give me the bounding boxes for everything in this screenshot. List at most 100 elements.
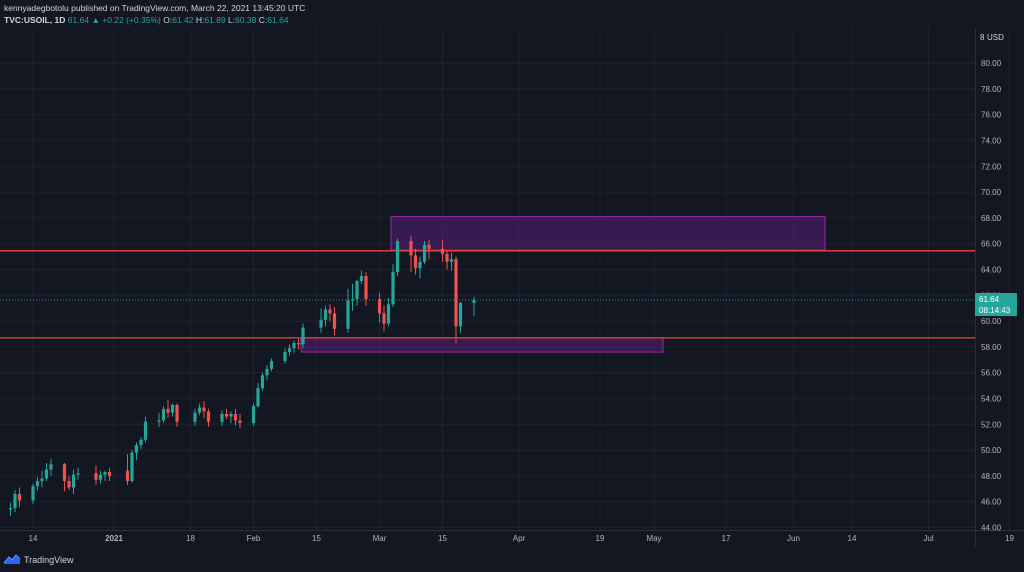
candle[interactable]	[107, 468, 112, 482]
candle[interactable]	[35, 477, 40, 491]
price-tick-label: 54.00	[981, 395, 1002, 404]
candle[interactable]	[323, 305, 328, 327]
high-value: 61.89	[204, 15, 226, 25]
candle[interactable]	[364, 272, 368, 306]
candle[interactable]	[62, 463, 67, 492]
candle[interactable]	[283, 348, 287, 364]
candle[interactable]	[472, 296, 476, 317]
candle[interactable]	[413, 248, 418, 275]
candle[interactable]	[8, 502, 13, 516]
candle[interactable]	[256, 383, 260, 408]
candle[interactable]	[260, 372, 265, 391]
candle-body	[175, 404, 179, 422]
candle[interactable]	[94, 465, 98, 485]
candle[interactable]	[40, 470, 44, 488]
price-tick-label: 78.00	[981, 85, 1002, 94]
candle[interactable]	[427, 239, 431, 260]
candle[interactable]	[386, 297, 391, 327]
candle-body	[377, 299, 382, 314]
candle[interactable]	[170, 403, 175, 417]
change-arrow-icon: ▲	[91, 15, 100, 25]
candle[interactable]	[233, 408, 238, 426]
candle[interactable]	[332, 306, 337, 336]
candle[interactable]	[193, 408, 197, 426]
candle-body	[319, 319, 323, 328]
price-chart[interactable]: 80.00 78.00 76.00 74.00 72.00 70.00 68.00 66.00…	[0, 0, 1024, 547]
candle[interactable]	[220, 410, 224, 426]
candle[interactable]	[287, 344, 292, 356]
candle[interactable]	[71, 469, 76, 494]
candle[interactable]	[292, 340, 296, 354]
candle[interactable]	[440, 239, 445, 262]
candle[interactable]	[422, 241, 427, 265]
candle[interactable]	[458, 301, 463, 333]
price-tick-label: 64.00	[981, 266, 1002, 275]
candle[interactable]	[238, 413, 242, 429]
time-tick-label: Feb	[247, 534, 261, 543]
candle-body	[103, 472, 107, 475]
candles-layer	[8, 235, 476, 516]
candle-body	[296, 343, 301, 345]
candle[interactable]	[328, 304, 332, 322]
candle[interactable]	[206, 408, 211, 427]
candle[interactable]	[103, 470, 107, 482]
candle[interactable]	[31, 483, 35, 505]
symbol-name[interactable]: TVC:USOIL, 1D	[4, 15, 66, 25]
candle[interactable]	[269, 358, 274, 372]
candle[interactable]	[44, 463, 49, 482]
currency-label[interactable]: USD	[985, 33, 1006, 42]
candle[interactable]	[382, 305, 386, 332]
candle[interactable]	[229, 411, 233, 424]
candle-body	[134, 444, 139, 453]
candle-body	[386, 304, 391, 324]
candle[interactable]	[202, 401, 206, 418]
candle-body	[197, 407, 202, 413]
candle[interactable]	[125, 453, 130, 485]
candle[interactable]	[296, 339, 301, 350]
zone-demand[interactable]	[300, 337, 664, 353]
candle[interactable]	[319, 308, 323, 333]
candle[interactable]	[17, 487, 22, 507]
zone-supply[interactable]	[390, 216, 826, 251]
candle[interactable]	[449, 252, 454, 271]
candle[interactable]	[359, 270, 364, 284]
time-tick-label: 18	[186, 534, 195, 543]
candle[interactable]	[301, 323, 305, 349]
candle[interactable]	[130, 450, 134, 483]
publisher-line: kennyadegbotolu published on TradingView…	[4, 3, 306, 13]
open-value: 61.42	[172, 15, 194, 25]
candle[interactable]	[76, 468, 80, 480]
bar-countdown: 08:14:43	[979, 306, 1011, 315]
candle[interactable]	[265, 364, 269, 381]
candle[interactable]	[224, 408, 229, 420]
candle[interactable]	[134, 442, 139, 461]
candle[interactable]	[175, 403, 179, 427]
price-tick-label: 52.00	[981, 420, 1002, 429]
time-tick-label: 14	[29, 534, 38, 543]
candle[interactable]	[157, 412, 161, 427]
candle[interactable]	[409, 235, 413, 273]
candle[interactable]	[166, 399, 170, 418]
candle[interactable]	[49, 459, 53, 476]
tradingview-logo[interactable]: TradingView	[3, 554, 74, 565]
candle[interactable]	[350, 283, 355, 311]
candle[interactable]	[139, 437, 143, 449]
candle[interactable]	[418, 256, 422, 279]
candle[interactable]	[346, 288, 350, 333]
candle[interactable]	[445, 251, 449, 270]
candle[interactable]	[251, 403, 256, 426]
candle[interactable]	[143, 416, 148, 443]
candle[interactable]	[67, 475, 71, 491]
candle[interactable]	[13, 490, 17, 513]
candle-body	[125, 470, 130, 482]
candle[interactable]	[391, 264, 395, 307]
time-axis[interactable]: 14 2021 18 Feb 15 Mar 15 Apr 19 May 17 Jun 14 Jul 19	[29, 534, 1015, 543]
candle[interactable]	[355, 279, 359, 306]
candle[interactable]	[377, 292, 382, 323]
candle[interactable]	[454, 256, 458, 344]
candle[interactable]	[161, 406, 166, 424]
candle[interactable]	[197, 403, 202, 416]
candle[interactable]	[98, 470, 103, 484]
candle[interactable]	[395, 238, 400, 276]
candle-body	[382, 313, 386, 324]
